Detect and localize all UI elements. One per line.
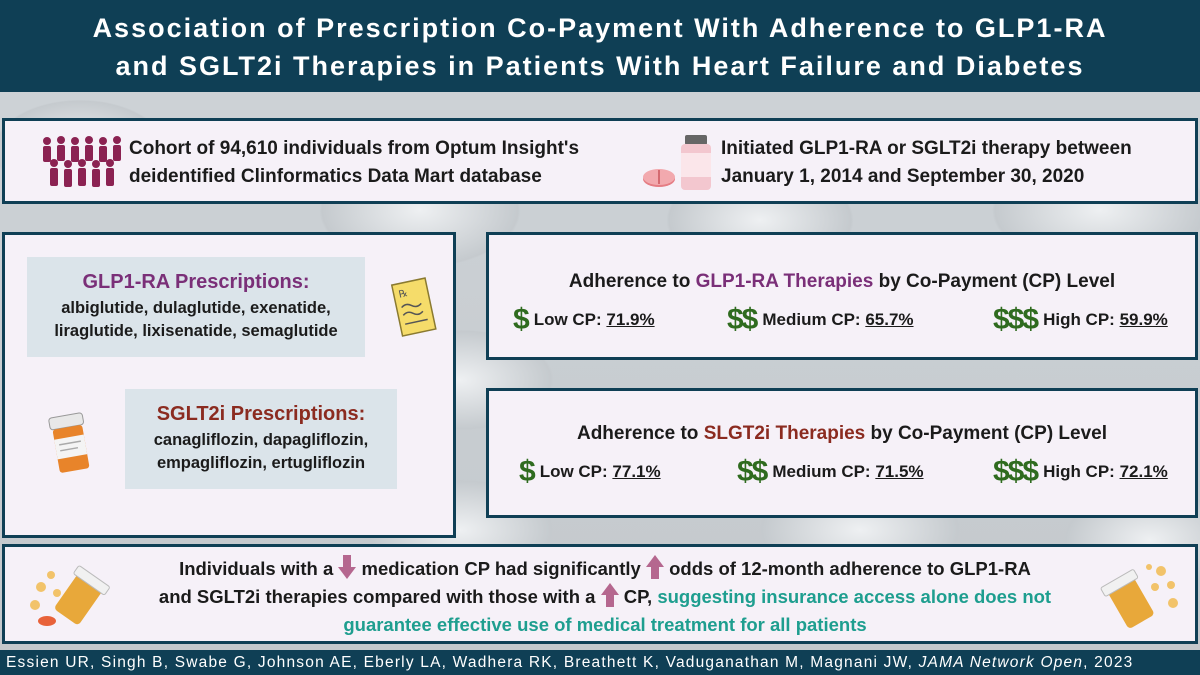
therapy-line-2: January 1, 2014 and September 30, 2020 (721, 166, 1085, 187)
spilled-pill-bottle-icon (1100, 564, 1178, 628)
dollar-icon: $ (513, 303, 530, 336)
sglt-adherence-title: Adherence to SLGT2i Therapies by Co-Paym… (576, 423, 1108, 444)
sglt-adherence-panel: Adherence to SLGT2i Therapies by Co-Paym… (486, 388, 1198, 518)
sglt-prescriptions-box: SGLT2i Prescriptions: canagliflozin, dap… (125, 389, 397, 489)
dollar-icon: $$$ (993, 455, 1039, 488)
sglt-prescriptions-line-1: canagliflozin, dapagliflozin, (153, 431, 369, 449)
prescriptions-panel: GLP1-RA Prescriptions: albiglutide, dula… (2, 232, 456, 538)
arrow-down-icon (338, 555, 357, 579)
conclusion-panel: Individuals with a medication CP had sig… (2, 544, 1198, 644)
cohort-line-2: deidentified Clinformatics Data Mart dat… (129, 166, 542, 187)
glp-high-cp: $$$ High CP: 59.9% (993, 303, 1168, 336)
header-banner: Association of Prescription Co-Payment W… (0, 0, 1200, 92)
sglt-low-cp: $ Low CP: 77.1% (519, 455, 661, 488)
arrow-up-icon (600, 583, 619, 607)
prescription-paper-icon: ℞ (390, 277, 437, 337)
glp-prescriptions-box: GLP1-RA Prescriptions: albiglutide, dula… (27, 257, 365, 357)
people-group-icon (43, 136, 121, 187)
arrow-up-icon (645, 555, 664, 579)
sglt-prescriptions-line-2: empagliflozin, ertugliflozin (156, 454, 366, 472)
glp-low-cp: $ Low CP: 71.9% (513, 303, 655, 336)
cohort-line-1: Cohort of 94,610 individuals from Optum … (129, 138, 580, 159)
dollar-icon: $$ (727, 303, 758, 336)
therapy-line-1: Initiated GLP1-RA or SGLT2i therapy betw… (721, 138, 1132, 159)
title-line-2: and SGLT2i Therapies in Patients With He… (115, 51, 1085, 81)
glp-prescriptions-title: GLP1-RA Prescriptions: (82, 271, 310, 293)
conclusion-text: Individuals with a medication CP had sig… (125, 555, 1085, 639)
glp-prescriptions-line-2: liraglutide, lixisenatide, semaglutide (54, 322, 338, 340)
glp-adherence-title: Adherence to GLP1-RA Therapies by Co-Pay… (568, 271, 1116, 292)
svg-text:℞: ℞ (398, 288, 409, 301)
pill-bottle-icon (643, 135, 711, 190)
spilled-pill-bottle-icon (30, 565, 110, 626)
cohort-panel: Cohort of 94,610 individuals from Optum … (2, 118, 1198, 204)
glp-prescriptions-line-1: albiglutide, dulaglutide, exenatide, (61, 299, 331, 317)
sglt-high-cp: $$$ High CP: 72.1% (993, 455, 1168, 488)
glp-medium-cp: $$ Medium CP: 65.7% (727, 303, 914, 336)
dollar-icon: $ (519, 455, 536, 488)
sglt-prescriptions-title: SGLT2i Prescriptions: (156, 403, 366, 425)
dollar-icon: $$ (737, 455, 768, 488)
glp-adherence-panel: Adherence to GLP1-RA Therapies by Co-Pay… (486, 232, 1198, 360)
medicine-bottle-icon (48, 412, 90, 473)
sglt-medium-cp: $$ Medium CP: 71.5% (737, 455, 924, 488)
dollar-icon: $$$ (993, 303, 1039, 336)
journal-name: JAMA Network Open (918, 654, 1084, 671)
title-line-1: Association of Prescription Co-Payment W… (92, 13, 1108, 43)
citation-footer: Essien UR, Singh B, Swabe G, Johnson AE,… (0, 650, 1200, 675)
